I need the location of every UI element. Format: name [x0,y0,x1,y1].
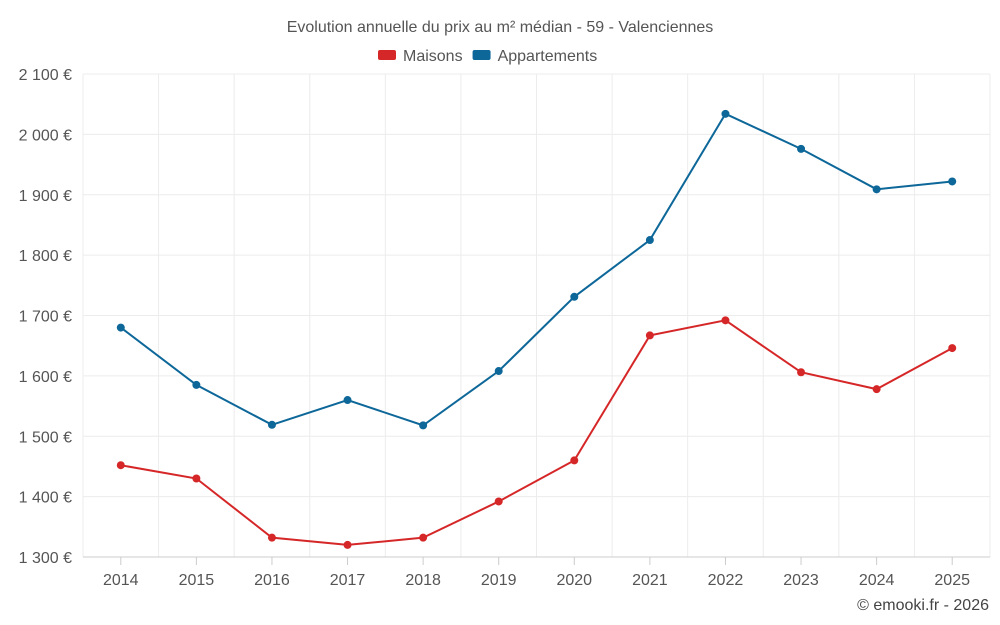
data-point-maisons[interactable] [116,461,125,470]
data-point-maisons[interactable] [494,497,503,506]
data-point-appartements[interactable] [267,420,276,429]
legend-label-maisons: Maisons [403,48,463,65]
legend-item-maisons[interactable]: Maisons [378,48,463,65]
x-tick-label: 2019 [481,572,517,589]
data-point-appartements[interactable] [645,236,654,245]
x-tick-label: 2018 [405,572,441,589]
data-point-appartements[interactable] [721,109,730,118]
x-tick-label: 2014 [103,572,139,589]
data-point-maisons[interactable] [645,331,654,340]
y-tick-label: 1 400 € [19,490,72,507]
x-tick-label: 2023 [783,572,819,589]
data-point-appartements[interactable] [343,396,352,405]
x-tick-label: 2021 [632,572,668,589]
data-point-maisons[interactable] [721,316,730,325]
y-tick-label: 1 600 € [19,369,72,386]
grid [82,73,991,558]
credit-text: © emooki.fr - 2026 [857,597,989,614]
legend-label-appartements: Appartements [498,48,598,65]
data-point-appartements[interactable] [797,144,806,153]
y-tick-label: 2 000 € [19,127,72,144]
y-tick-label: 1 800 € [19,248,72,265]
series-line-maisons [120,319,953,546]
chart-title: Evolution annuelle du prix au m² médian … [287,19,714,36]
data-point-maisons[interactable] [192,474,201,483]
data-point-maisons[interactable] [343,540,352,549]
data-point-maisons[interactable] [419,533,428,542]
data-point-appartements[interactable] [872,185,881,194]
x-tick-label: 2024 [859,572,895,589]
x-tick-label: 2017 [330,572,366,589]
x-tick-label: 2020 [556,572,592,589]
data-point-appartements[interactable] [192,380,201,389]
data-point-appartements[interactable] [948,177,957,186]
data-point-maisons[interactable] [570,456,579,465]
data-point-appartements[interactable] [494,367,503,376]
data-point-maisons[interactable] [872,385,881,394]
y-tick-label: 2 100 € [19,67,72,84]
legend-item-appartements[interactable]: Appartements [472,48,598,65]
series-layer [116,109,957,549]
x-axis: 2014 2015 2016 2017 2018 2019 2020 2021 2022 2023… [83,556,990,589]
legend: Maisons Appartements [378,48,597,65]
x-tick-label: 2016 [254,572,290,589]
y-axis: 1 300 € 1 400 € 1 500 € 1 600 € 1 700 € 1 800… [19,67,72,567]
x-tick-label: 2015 [179,572,215,589]
data-point-maisons[interactable] [948,344,957,353]
data-point-appartements[interactable] [116,323,125,332]
data-point-appartements[interactable] [419,421,428,430]
series-line-appartements [120,112,953,427]
legend-swatch-appartements [472,50,491,60]
y-tick-label: 1 900 € [19,188,72,205]
y-tick-label: 1 700 € [19,309,72,326]
y-tick-label: 1 300 € [19,550,72,567]
legend-swatch-maisons [378,50,396,60]
y-tick-label: 1 500 € [19,429,72,446]
data-point-maisons[interactable] [267,533,276,542]
data-point-appartements[interactable] [570,292,579,301]
data-point-maisons[interactable] [797,368,806,377]
x-tick-label: 2022 [708,572,744,589]
x-tick-label: 2025 [934,572,970,589]
